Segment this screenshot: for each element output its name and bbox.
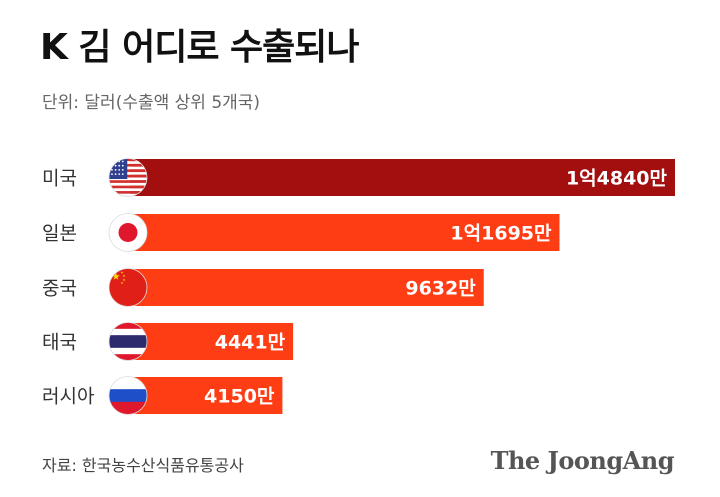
us-flag-icon: [108, 158, 148, 197]
chart-subtitle: 단위: 달러(수출액 상위 5개국): [42, 93, 261, 113]
bar-4: [130, 323, 294, 360]
chart-title: K 김 어디로 수출되나: [40, 27, 359, 68]
value-label: 1억4840만: [566, 168, 668, 190]
value-label: 1억1695만: [450, 223, 552, 245]
category-label: 태국: [42, 332, 77, 354]
value-label: 4441만: [215, 332, 286, 354]
value-label: 4150만: [204, 386, 275, 408]
bar-3: [130, 269, 484, 306]
category-label: 중국: [42, 278, 77, 300]
brand-logo: The JoongAng: [490, 446, 675, 475]
category-label: 일본: [42, 223, 77, 245]
source-note: 자료: 한국농수산식품유통공사: [42, 456, 244, 475]
japan-flag-icon: [108, 213, 148, 252]
bar-2: [130, 214, 560, 251]
russia-flag-icon: [108, 376, 148, 415]
category-label: 러시아: [42, 386, 94, 408]
bar-1: [130, 159, 675, 196]
thailand-flag-icon: [108, 322, 148, 361]
value-label: 9632만: [405, 278, 476, 300]
china-flag-icon: [108, 268, 148, 307]
bar-5: [130, 377, 283, 414]
category-label: 미국: [42, 168, 77, 190]
